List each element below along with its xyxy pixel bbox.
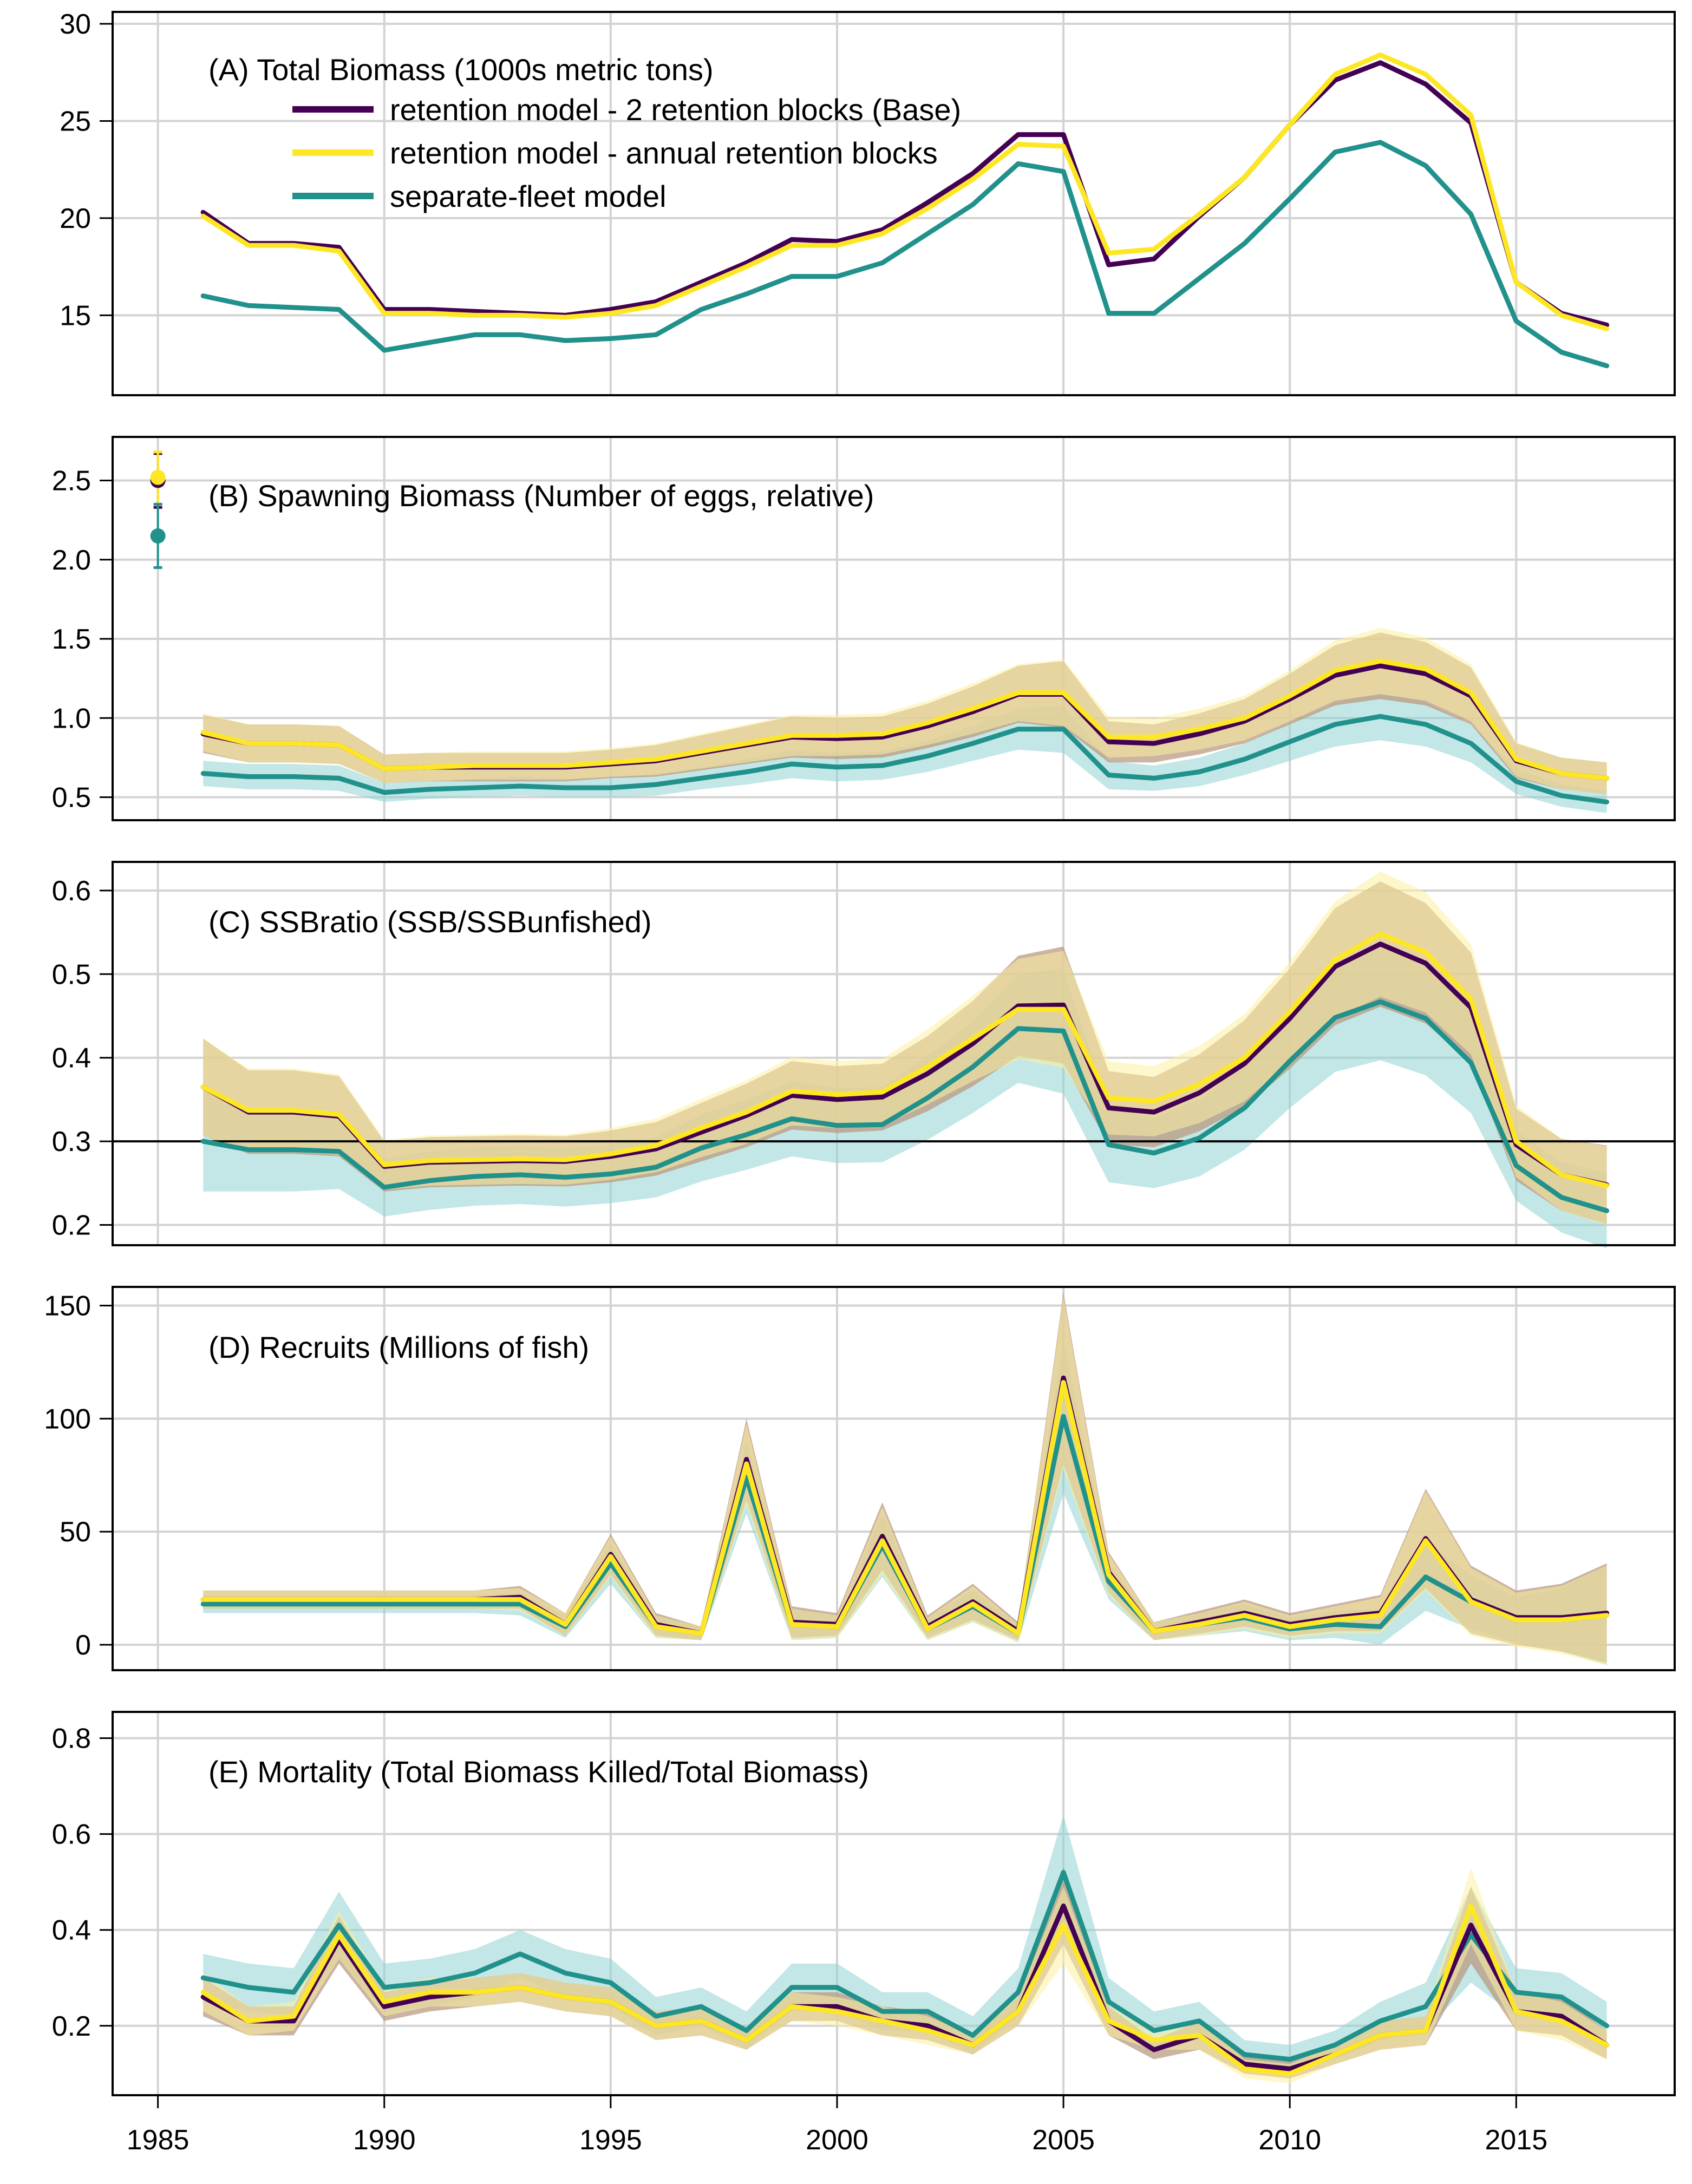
- panel-e-ytick-label: 0.8: [52, 1723, 91, 1755]
- panel-e-band-annual: [203, 1867, 1607, 2083]
- panel-b-lines: [200, 658, 1610, 805]
- panel-c-yaxis: 0.2 0.3 0.4 0.5 0.6: [52, 875, 113, 1241]
- legend-label-annual: retention model - annual retention block…: [390, 136, 938, 170]
- x-axis: 1985 1990 1995 2000 2005 2010 2015: [127, 2095, 1547, 2156]
- legend: retention model - 2 retention blocks (Ba…: [292, 93, 961, 213]
- panel-e: 0.2 0.4 0.6 0.8 (E) Mortality (Total Biomas…: [52, 1711, 1676, 2096]
- panel-b-point-annual: [150, 469, 166, 485]
- panel-b-ytick-label: 2.0: [52, 545, 91, 576]
- panel-a-ytick-label: 30: [60, 9, 91, 40]
- panel-d-lines: [200, 1375, 1610, 1636]
- panel-d-ytick-label: 100: [44, 1403, 91, 1435]
- panel-a: 15 20 25 30 (A) Total Biomass (1000s metric…: [60, 9, 1676, 396]
- panel-d-frame: [112, 1286, 1676, 1671]
- panel-e-ytick-label: 0.4: [52, 1915, 91, 1946]
- x-tick-label: 2005: [1032, 2124, 1095, 2156]
- panel-b-yaxis: 0.5 1.0 1.5 2.0 2.5: [52, 466, 113, 814]
- panel-a-line-base: [200, 60, 1610, 328]
- panel-a-lines: [200, 52, 1610, 369]
- panel-c-lines: [113, 931, 1675, 1213]
- panel-b-line-separate: [200, 714, 1610, 805]
- panel-e-lines: [200, 1870, 1610, 2076]
- x-tick-label: 2010: [1258, 2124, 1321, 2156]
- panel-c-frame: [112, 861, 1676, 1246]
- panel-b-band-annual: [203, 627, 1607, 794]
- x-tick-label: 1990: [353, 2124, 416, 2156]
- panel-e-line-annual: [200, 1903, 1610, 2076]
- panel-a-grid: [113, 12, 1675, 395]
- panel-c-title: (C) SSBratio (SSB/SSBunfished): [208, 905, 652, 939]
- panel-b-title: (B) Spawning Biomass (Number of eggs, re…: [208, 479, 874, 513]
- panel-e-yaxis: 0.2 0.4 0.6 0.8: [52, 1723, 113, 2042]
- x-tick-label: 1985: [127, 2124, 190, 2156]
- panel-d-yaxis: 0 50 100 150: [44, 1291, 113, 1661]
- panel-d-ytick-label: 50: [60, 1516, 91, 1548]
- panel-d-ytick-label: 0: [75, 1630, 91, 1661]
- panel-c-ytick-label: 0.2: [52, 1210, 91, 1241]
- panel-a-frame: [112, 11, 1676, 396]
- panel-c-line-annual: [200, 931, 1610, 1188]
- x-tick-label: 2000: [806, 2124, 868, 2156]
- panel-e-frame: [112, 1711, 1676, 2096]
- panel-b-frame: [112, 436, 1676, 821]
- panel-a-ytick-label: 20: [60, 203, 91, 234]
- panel-b-marks: [150, 450, 166, 569]
- panel-a-yaxis: 15 20 25 30: [60, 9, 113, 331]
- legend-label-base: retention model - 2 retention blocks (Ba…: [390, 93, 961, 127]
- panel-d-ytick-label: 150: [44, 1291, 91, 1322]
- panel-b-line-annual: [200, 658, 1610, 781]
- panel-a-line-annual: [200, 52, 1610, 331]
- panel-a-ytick-label: 25: [60, 106, 91, 137]
- panel-c: 0.2 0.3 0.4 0.5 0.6 (C) SSBratio (SSB/SSBunf…: [52, 861, 1676, 1248]
- panel-a-ytick-label: 15: [60, 300, 91, 331]
- panel-b: 0.5 1.0 1.5 2.0 2.5 (B) Spawning Biomass (Nu…: [52, 436, 1676, 821]
- panel-a-title: (A) Total Biomass (1000s metric tons): [208, 53, 714, 87]
- panel-b-ytick-label: 1.5: [52, 624, 91, 655]
- panel-c-line-separate: [200, 999, 1610, 1213]
- panel-c-ytick-label: 0.4: [52, 1043, 91, 1074]
- panel-e-title: (E) Mortality (Total Biomass Killed/Tota…: [208, 1755, 869, 1789]
- panel-b-bands: [203, 627, 1607, 813]
- panel-c-ytick-label: 0.6: [52, 875, 91, 907]
- panel-c-bands: [203, 871, 1607, 1248]
- x-tick-label: 2015: [1485, 2124, 1547, 2156]
- panel-b-ytick-label: 2.5: [52, 466, 91, 497]
- x-tick-label: 1995: [579, 2124, 642, 2156]
- legend-label-separate: separate-fleet model: [390, 179, 667, 213]
- panel-d-grid: [113, 1287, 1675, 1670]
- panel-e-ytick-label: 0.2: [52, 2011, 91, 2042]
- panel-c-band-annual: [203, 871, 1607, 1225]
- panel-a-line-separate: [200, 140, 1610, 369]
- panel-d-title: (D) Recruits (Millions of fish): [208, 1330, 589, 1364]
- panel-c-ytick-label: 0.5: [52, 959, 91, 990]
- panel-b-ytick-label: 1.0: [52, 703, 91, 734]
- panel-d: 0 50 100 150 (D) Recruits (Millions of fish…: [44, 1286, 1676, 1671]
- panel-b-band-separate: [203, 692, 1607, 813]
- panel-c-ytick-label: 0.3: [52, 1126, 91, 1158]
- panel-b-ytick-label: 0.5: [52, 782, 91, 814]
- panel-b-point-separate: [150, 528, 166, 544]
- panel-e-ytick-label: 0.6: [52, 1819, 91, 1850]
- panel-d-line-annual: [200, 1380, 1610, 1636]
- panel-e-line-separate: [200, 1870, 1610, 2062]
